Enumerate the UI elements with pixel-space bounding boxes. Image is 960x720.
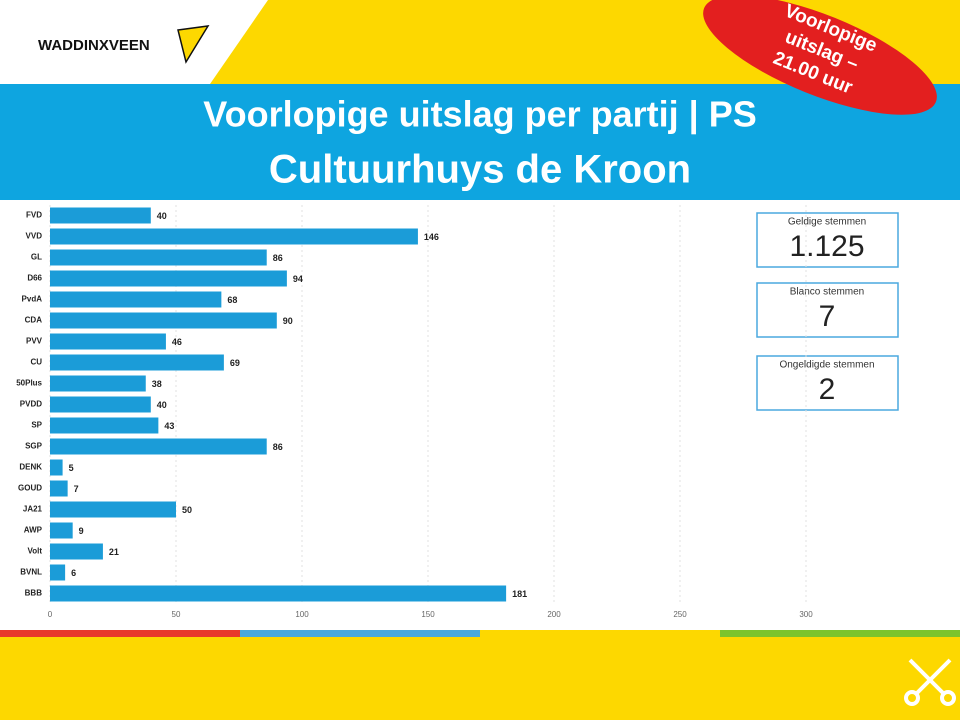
value-label: 181	[512, 589, 527, 599]
bar	[50, 270, 287, 287]
bar	[50, 417, 159, 434]
value-label: 38	[152, 379, 162, 389]
stat-value: 2	[819, 373, 836, 406]
title-line: Cultuurhuys de Kroon	[269, 148, 691, 192]
value-label: 40	[157, 211, 167, 221]
bar	[50, 564, 66, 581]
bar	[50, 501, 176, 518]
bar	[50, 312, 277, 329]
x-tick-label: 300	[799, 610, 813, 619]
category-label: FVD	[26, 211, 42, 220]
logo: WADDINXVEEN	[38, 25, 210, 64]
category-label: GL	[31, 253, 42, 262]
category-label: PVV	[26, 337, 43, 346]
category-label: PvdA	[22, 295, 43, 304]
value-label: 7	[74, 484, 79, 494]
category-label: JA21	[23, 505, 43, 514]
title-band	[0, 84, 960, 200]
stat-value: 1.125	[789, 230, 864, 263]
value-label: 21	[109, 547, 119, 557]
value-label: 46	[172, 337, 182, 347]
x-tick-label: 0	[48, 610, 53, 619]
value-label: 50	[182, 505, 192, 515]
bar	[50, 228, 418, 245]
category-label: PVDD	[20, 400, 42, 409]
value-label: 90	[283, 316, 293, 326]
category-label: 50Plus	[16, 379, 42, 388]
bar	[50, 207, 151, 224]
bar	[50, 354, 224, 371]
value-label: 9	[79, 526, 84, 536]
category-label: SGP	[25, 442, 43, 451]
value-label: 86	[273, 253, 283, 263]
bar	[50, 543, 103, 560]
bar	[50, 396, 151, 413]
category-label: BVNL	[20, 568, 42, 577]
x-tick-label: 100	[295, 610, 309, 619]
stat-box	[756, 355, 899, 411]
bottom-yellow	[0, 637, 960, 720]
stat-label: Ongeldigde stemmen	[779, 360, 874, 371]
value-label: 86	[273, 442, 283, 452]
value-label: 69	[230, 358, 240, 368]
stripe-red	[0, 630, 240, 637]
logo-mark	[177, 25, 210, 64]
x-tick-label: 150	[421, 610, 435, 619]
value-label: 68	[227, 295, 237, 305]
bar	[50, 249, 267, 266]
category-label: VVD	[26, 232, 43, 241]
value-label: 146	[424, 232, 439, 242]
stat-box	[756, 282, 899, 338]
bar	[50, 333, 166, 350]
bar	[50, 585, 507, 602]
x-tick-label: 250	[673, 610, 687, 619]
bar	[50, 480, 68, 497]
category-label: SP	[31, 421, 42, 430]
category-label: D66	[27, 274, 42, 283]
bar	[50, 375, 146, 392]
value-label: 40	[157, 400, 167, 410]
stripe-green	[720, 630, 960, 637]
value-label: 43	[164, 421, 174, 431]
stat-label: Geldige stemmen	[788, 217, 866, 228]
bar	[50, 438, 267, 455]
bar	[50, 291, 222, 308]
value-label: 6	[71, 568, 76, 578]
stripe-yellow	[480, 630, 720, 637]
badge-shape	[703, 0, 937, 115]
stat-value: 7	[819, 300, 836, 333]
keys-icon	[904, 658, 956, 706]
x-tick-label: 50	[172, 610, 181, 619]
value-label: 94	[293, 274, 303, 284]
category-label: AWP	[24, 526, 43, 535]
category-label: BBB	[25, 589, 43, 598]
logo-text: WADDINXVEEN	[38, 37, 150, 54]
category-label: CU	[30, 358, 42, 367]
bar	[50, 459, 63, 476]
bar	[50, 522, 73, 539]
title-line: Voorlopige uitslag per partij | PS	[203, 94, 756, 136]
stripe-blue	[240, 630, 480, 637]
category-label: DENK	[19, 463, 42, 472]
stat-label: Blanco stemmen	[790, 287, 864, 298]
category-label: GOUD	[18, 484, 42, 493]
category-label: Volt	[27, 547, 42, 556]
category-label: CDA	[25, 316, 43, 325]
x-tick-label: 200	[547, 610, 561, 619]
stat-box	[756, 212, 899, 268]
value-label: 5	[69, 463, 74, 473]
